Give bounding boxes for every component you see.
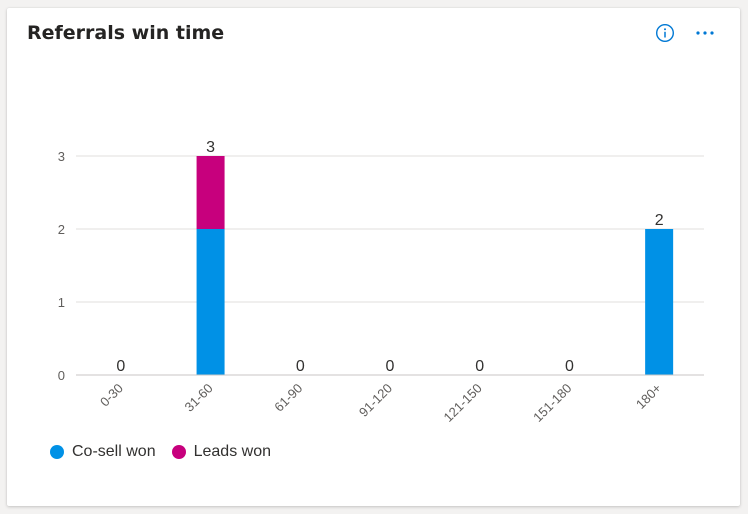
data-label: 3 — [206, 139, 215, 156]
y-tick-label: 2 — [58, 222, 65, 237]
bar-chart: 0 1 2 3 0 0-30 3 31-60 0 61-90 0 91-120 0 121-150 0 151… — [58, 139, 704, 425]
x-tick-label: 31-60 — [182, 381, 216, 415]
x-tick-label: 180+ — [633, 381, 664, 412]
data-label: 0 — [386, 358, 395, 375]
legend-swatch — [171, 445, 186, 459]
bar-co-sell-won — [645, 229, 674, 375]
data-label: 0 — [296, 358, 305, 375]
legend-label: Co-sell won — [72, 443, 156, 460]
x-tick-label: 91-120 — [356, 381, 395, 420]
info-icon — [655, 23, 675, 43]
info-button[interactable] — [655, 23, 675, 43]
chart-legend: Co-sell won Leads won — [50, 443, 287, 461]
card-title: Referrals win time — [27, 22, 225, 44]
x-tick-label: 121-150 — [440, 381, 484, 425]
data-label: 0 — [475, 358, 484, 375]
y-tick-label: 0 — [58, 368, 65, 383]
x-tick-label: 61-90 — [271, 381, 305, 415]
data-label: 0 — [565, 358, 574, 375]
more-options-icon — [696, 31, 714, 35]
bar-leads-won — [196, 156, 225, 229]
chart-card: Referrals win time 0 1 2 3 0 0-30 3 31-60 0 61-90… — [7, 8, 740, 506]
legend-label: Leads won — [193, 443, 271, 460]
legend-item-co-sell-won[interactable]: Co-sell won — [50, 443, 156, 461]
x-tick-label: 0-30 — [97, 381, 126, 410]
x-tick-label: 151-180 — [530, 381, 574, 425]
data-label: 0 — [116, 358, 125, 375]
y-tick-label: 1 — [58, 295, 65, 310]
data-label: 2 — [655, 212, 664, 229]
bar-co-sell-won — [196, 229, 225, 375]
more-options-button[interactable] — [693, 23, 717, 43]
y-tick-label: 3 — [58, 149, 65, 164]
legend-swatch — [50, 445, 64, 459]
legend-item-leads-won[interactable]: Leads won — [171, 443, 271, 461]
